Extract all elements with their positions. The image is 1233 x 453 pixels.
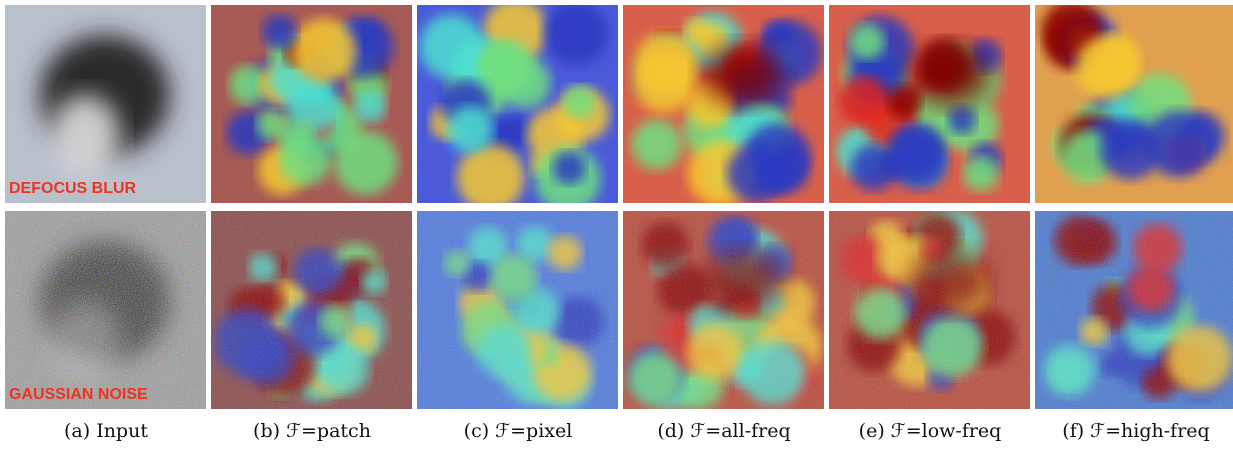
noise [417, 211, 618, 409]
image [829, 208, 1030, 409]
heat-blob [334, 131, 398, 195]
image [1035, 0, 1233, 203]
heat-blob [457, 144, 525, 212]
caption: (d) ℱ=all-freq [621, 420, 827, 442]
heat-blob [963, 155, 999, 191]
heat-core [909, 45, 989, 105]
image [829, 5, 1030, 203]
heat-blob [262, 14, 297, 49]
subject-light [50, 95, 120, 175]
heat-blob [849, 24, 885, 60]
heat-blob [292, 18, 357, 83]
image [623, 211, 824, 410]
heat-blob [631, 119, 681, 169]
corruption-label: DEFOCUS BLUR [9, 180, 137, 197]
heat-blob [553, 151, 586, 184]
caption: (a) Input [3, 420, 209, 442]
noise [211, 211, 412, 409]
figure: DEFOCUS BLUR GAUSSIAN NOISE (a) Input(b) … [0, 0, 1233, 453]
heat-blob [1075, 37, 1138, 100]
heat-blob [355, 92, 386, 123]
image-grid: DEFOCUS BLUR GAUSSIAN NOISE [0, 0, 1233, 420]
image [211, 5, 412, 203]
heat-blob [544, 1, 608, 65]
heat-blob [948, 105, 976, 133]
heat-blob [851, 145, 897, 191]
heat-blob [685, 18, 709, 42]
image [623, 5, 824, 207]
heat-blob [727, 144, 786, 203]
noise [1035, 211, 1233, 409]
caption: (b) ℱ=patch [209, 420, 415, 442]
heat-blob [257, 110, 287, 140]
noise [623, 211, 824, 409]
heat-blob [419, 14, 483, 78]
noise [5, 211, 206, 409]
heat-blob [447, 106, 494, 153]
image [1035, 211, 1233, 409]
image [417, 211, 618, 409]
caption: (f) ℱ=high-freq [1033, 420, 1233, 442]
image: DEFOCUS BLUR [5, 5, 206, 203]
corruption-label: GAUSSIAN NOISE [9, 386, 148, 403]
image [211, 211, 412, 409]
caption: (c) ℱ=pixel [415, 420, 621, 442]
caption: (e) ℱ=low-freq [827, 420, 1033, 442]
heat-core [703, 45, 783, 105]
image: GAUSSIAN NOISE [5, 211, 206, 409]
image [417, 0, 618, 212]
heat-blob [563, 86, 595, 118]
heat-blob [889, 131, 948, 190]
heat-blob [839, 76, 888, 125]
heat-blob [633, 50, 696, 113]
heat-blob [1100, 119, 1160, 179]
heat-blob [500, 57, 551, 108]
noise [829, 211, 1030, 409]
